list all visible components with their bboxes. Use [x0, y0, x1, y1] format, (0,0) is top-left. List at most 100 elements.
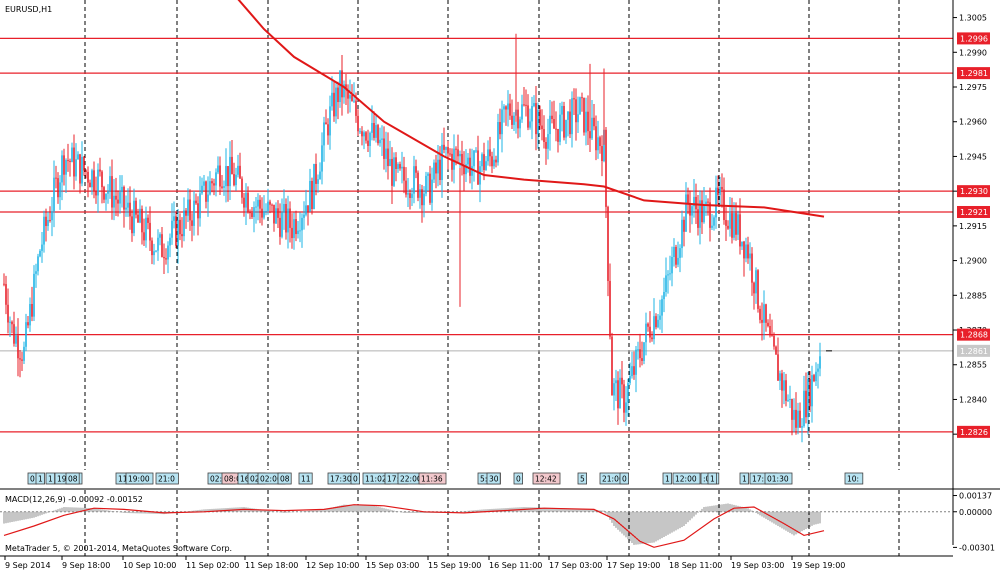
candle-body — [291, 227, 293, 239]
candle-body — [453, 148, 455, 170]
candle-body — [419, 189, 421, 198]
price-tick-label: 1.2960 — [959, 118, 987, 127]
candle-body — [65, 160, 67, 175]
candle-body — [677, 257, 679, 265]
event-tag[interactable] — [513, 472, 524, 485]
candle-body — [743, 241, 745, 259]
candle-body — [429, 173, 431, 203]
candle-body — [357, 115, 359, 132]
candle-body — [93, 170, 95, 191]
candle-body — [629, 376, 631, 384]
candle-body — [141, 208, 143, 233]
candle-body — [21, 359, 23, 361]
candle-body — [337, 87, 339, 103]
candle-body — [763, 304, 765, 323]
candle-body — [241, 178, 243, 198]
candle-body — [259, 199, 261, 209]
event-tag[interactable] — [155, 472, 179, 485]
price-tick-label: 1.2855 — [959, 361, 987, 370]
event-tag[interactable] — [532, 472, 561, 485]
moving-average-line — [237, 0, 825, 218]
candle-body — [189, 199, 191, 221]
event-tag[interactable] — [707, 472, 718, 485]
event-tag[interactable] — [739, 472, 750, 485]
event-tag-label: 02:00 — [210, 475, 232, 484]
event-tag[interactable] — [350, 472, 361, 485]
time-axis[interactable]: 9 Sep 2014 9 Sep 18:00 10 Sep 10:00 11 Sep … — [4, 556, 845, 570]
candle-body — [635, 349, 637, 375]
candle-body — [369, 132, 371, 146]
price-panel[interactable]: EURUSD,H1 01119:000811:0019:0021:002:000… — [0, 0, 953, 485]
candle-body — [505, 106, 507, 110]
price-axis[interactable]: 1.30051.29901.29751.29601.29451.29301.29… — [952, 0, 990, 545]
candle-body — [67, 160, 69, 162]
candle-body — [221, 186, 223, 188]
candle-body — [621, 377, 623, 385]
event-tag[interactable] — [486, 472, 501, 485]
candle-body — [585, 111, 587, 133]
event-tag[interactable] — [672, 472, 701, 485]
candle-body — [329, 106, 331, 136]
event-tag[interactable] — [65, 472, 80, 485]
candle-body — [703, 204, 705, 223]
macd-panel[interactable]: MACD(12,26,9) -0.00092 -0.00152 MetaTrad… — [0, 490, 995, 556]
event-tag-label: 17:30 — [752, 475, 774, 484]
candle-body — [663, 291, 665, 300]
candle-body — [751, 253, 753, 283]
candle-body — [753, 282, 755, 294]
event-tag[interactable] — [298, 472, 313, 485]
candle-body — [159, 234, 161, 238]
candle-body — [267, 201, 269, 211]
candle-body — [151, 240, 153, 256]
candle-body — [487, 149, 489, 162]
time-label: 12 Sep 10:00 — [306, 561, 359, 570]
candle-body — [601, 146, 603, 162]
candle-body — [185, 210, 187, 216]
candle-body — [45, 216, 47, 227]
candle-body — [43, 216, 45, 245]
candle-body — [313, 164, 315, 209]
macd-vertical-grid-lines — [84, 490, 900, 556]
candle-body — [133, 200, 135, 234]
event-tag[interactable] — [662, 472, 673, 485]
candle-body — [325, 122, 327, 125]
candle-body — [31, 304, 33, 317]
candle-body — [193, 200, 195, 226]
event-tag[interactable] — [764, 472, 793, 485]
candle-body — [671, 257, 673, 274]
candle-body — [173, 216, 175, 221]
candle-body — [541, 125, 543, 130]
candle-body — [51, 211, 53, 221]
event-tag[interactable] — [577, 472, 588, 485]
event-tag[interactable] — [277, 472, 292, 485]
event-tag[interactable] — [418, 472, 447, 485]
candle-body — [459, 153, 461, 157]
event-tag[interactable] — [619, 472, 630, 485]
event-tags[interactable]: 01119:000811:0019:0021:002:0008:0016:000… — [27, 472, 864, 485]
candle-body — [637, 349, 639, 351]
event-tag-label: 1 — [710, 475, 715, 484]
candle-body — [127, 202, 129, 208]
candle-body — [83, 156, 85, 171]
candle-body — [425, 175, 427, 194]
candle-body — [349, 95, 351, 99]
event-tag[interactable] — [125, 472, 154, 485]
candle-body — [353, 100, 355, 102]
candle-body — [725, 220, 727, 226]
candle-body — [633, 366, 635, 375]
candle-body — [187, 199, 189, 216]
candle-body — [15, 335, 17, 344]
candle-body — [727, 225, 729, 229]
candle-body — [785, 380, 787, 401]
candle-body — [157, 237, 159, 251]
event-tag[interactable] — [844, 472, 864, 485]
candle-body — [713, 217, 715, 226]
candle-body — [501, 109, 503, 135]
candle-body — [581, 97, 583, 99]
event-tag[interactable] — [35, 472, 46, 485]
candle-body — [245, 192, 247, 208]
candle-body — [201, 185, 203, 194]
event-tag[interactable] — [45, 472, 56, 485]
candle-body — [399, 164, 401, 169]
